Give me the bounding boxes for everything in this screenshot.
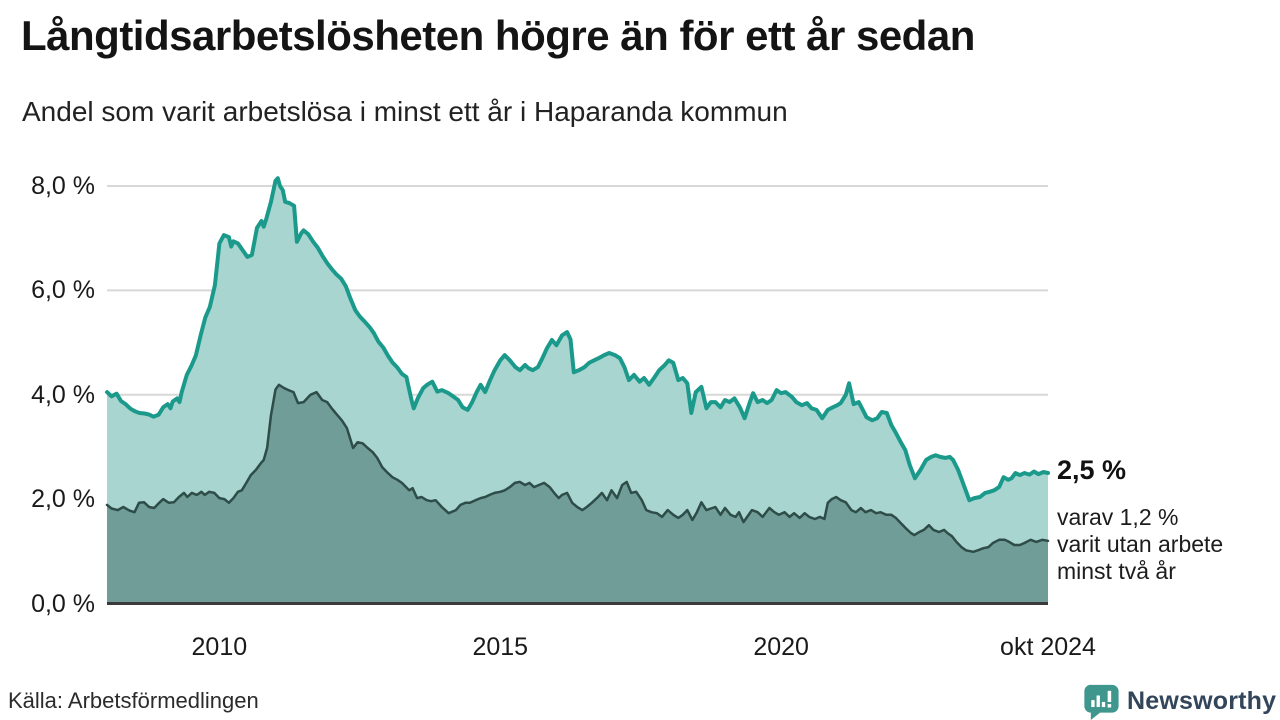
note-line: varit utan arbete [1057, 531, 1224, 557]
source-credit: Källa: Arbetsförmedlingen [8, 688, 259, 713]
note-line: minst två år [1057, 558, 1176, 584]
y-axis-tick-label: 0,0 % [31, 589, 95, 618]
y-axis-tick-label: 8,0 % [31, 172, 95, 200]
x-axis-tick-label: 2015 [472, 633, 529, 661]
y-axis-tick-label: 4,0 % [31, 380, 95, 409]
x-axis-tick-label: okt 2024 [1000, 633, 1096, 661]
latest-value-label: 2,5 % [1057, 455, 1127, 485]
newsworthy-wordmark: Newsworthy [1127, 687, 1277, 715]
y-axis-tick-label: 2,0 % [31, 485, 95, 514]
x-axis-tick-label: 2020 [753, 633, 809, 661]
latest-value-note: varav 1,2 % varit utan arbete minst två … [1057, 504, 1223, 585]
newsworthy-logo: Newsworthy [1082, 683, 1276, 720]
newsworthy-chart-bubble-icon [1084, 684, 1119, 720]
chart-subtitle: Andel som varit arbetslösa i minst ett å… [22, 96, 788, 127]
page-title: Långtidsarbetslösheten högre än för ett … [21, 12, 975, 59]
y-axis-tick-label: 6,0 % [31, 276, 95, 305]
note-line: varav 1,2 % [1057, 504, 1179, 530]
x-axis-tick-label: 2010 [191, 633, 248, 661]
